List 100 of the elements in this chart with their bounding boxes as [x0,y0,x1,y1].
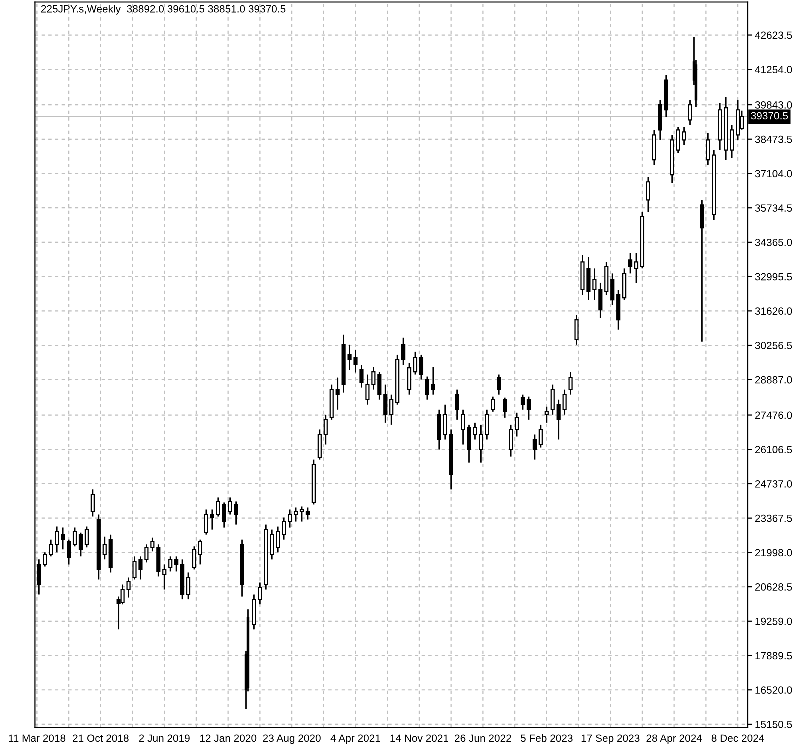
candlestick [270,529,274,560]
y-tick-label: 20628.5 [755,584,792,591]
candlestick [431,366,436,396]
candlestick [294,507,298,522]
y-tick-label: 39843.0 [755,102,792,109]
candlestick [568,371,573,396]
y-tick-label: 15150.5 [756,720,792,728]
y-tick-label: 21998.0 [755,549,792,557]
y-tick-label: 31626.0 [755,308,792,316]
y-tick-label: 27476.0 [755,412,792,420]
x-tick-label: 11 Mar 2018 [9,734,66,742]
x-tick-label: 23 Aug 2020 [263,734,321,744]
y-tick-label: 32995.5 [755,273,792,281]
candlestick [509,424,514,458]
candlestick [384,384,388,424]
x-tick-label: 2 Jun 2019 [139,734,190,742]
y-tick-label: 26106.5 [755,446,792,454]
candlestick [204,509,208,536]
y-tick-label: 38473.5 [755,136,792,144]
x-tick-label: 12 Jan 2020 [200,734,257,742]
ref-line-label: 39370.5 [751,112,788,120]
candlestick [550,384,555,416]
candlestick [688,99,692,126]
candlestick [336,377,340,411]
candlestick [491,396,496,413]
candlestick [634,252,639,284]
candlestick [162,564,167,590]
candlestick [90,488,95,518]
candlestick [598,282,603,319]
candlestick [67,539,72,566]
candlestick [532,434,538,461]
y-tick-label: 23367.5 [755,514,792,522]
candlestick [425,376,430,401]
x-tick-label: 8 Dec 2024 [712,734,764,742]
candlestick [102,536,107,560]
x-tick-label: 14 Nov 2021 [390,734,449,742]
candlestick [706,132,710,166]
candlestick [646,176,650,213]
y-tick-label: 41254.0 [755,66,792,74]
candlestick [84,526,90,548]
y-tick-label: 30256.5 [755,342,792,350]
candlestick [300,506,304,522]
candlestick [360,364,364,389]
candlestick [216,497,220,518]
candlestick [186,572,191,600]
candlestick [150,537,155,552]
candlestick [526,396,532,421]
candlestick [43,552,48,568]
candlestick [455,389,460,421]
candlestick [324,414,328,446]
candlestick [390,394,394,426]
candlestick [628,252,633,274]
candlestick [562,389,567,416]
x-tick-label: 26 Jun 2022 [455,734,512,742]
candlestick [49,539,54,558]
candlestick [78,532,84,558]
candlestick [276,526,280,554]
y-tick-label: 42623.5 [755,32,792,40]
y-tick-label: 16520.0 [756,686,792,694]
candlestick [198,539,203,566]
candlestick [497,374,502,396]
candlestick [503,397,508,419]
candlestick [210,509,214,531]
candlestick [72,527,78,548]
x-tick-label: 4 Apr 2021 [330,734,380,744]
candlestick [174,556,179,572]
y-tick-label: 35734.5 [755,204,792,212]
y-tick-label: 19259.0 [756,618,792,626]
x-tick-label: 17 Sep 2023 [582,734,640,744]
candlestick [168,556,173,572]
candlestick [443,404,448,440]
y-tick-label: 17889.5 [756,652,792,660]
candlestick [419,354,424,380]
y-tick-label: 37104.0 [755,170,792,178]
candlestick [574,314,579,346]
candlestick [538,424,543,448]
chart-title: 225JPY.s,Weekly 38892.0 39610.5 38851.0 39370.5 [41,5,286,15]
candlestick [222,502,226,529]
candlestick [407,362,412,396]
candlestick [55,526,60,554]
x-tick-label: 28 Apr 2024 [646,734,702,744]
y-tick-label: 24737.0 [755,480,792,488]
y-tick-label: 28887.0 [755,376,792,384]
candlestick [556,399,561,440]
candlestick [402,337,406,366]
candlestick [520,394,526,411]
candlestick [730,124,734,159]
candlestick [61,527,66,550]
candlestick [610,272,615,306]
candlestick [413,351,418,376]
candlestick [514,412,520,438]
x-tick-label: 5 Feb 2023 [520,734,573,742]
candlestick [544,406,549,424]
candlestick [318,429,322,461]
candlestick [288,509,292,529]
candlestick [192,546,197,570]
y-tick-label: 34365.0 [755,238,792,246]
x-tick-label: 21 Oct 2018 [73,734,129,742]
candlestick [485,409,490,440]
candlestick [282,517,286,541]
